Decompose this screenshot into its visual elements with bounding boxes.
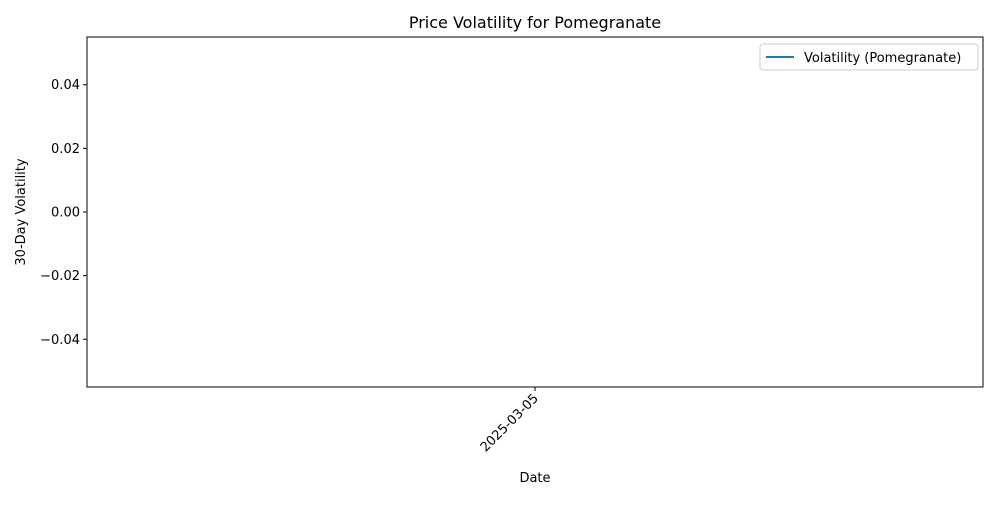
y-tick-label: 0.04 xyxy=(51,78,80,93)
legend-box xyxy=(759,43,979,71)
y-tick-label: 0.02 xyxy=(51,142,80,157)
x-axis-label: Date xyxy=(519,471,550,486)
legend: Volatility (Pomegranate) xyxy=(759,43,979,71)
legend-entry-label: Volatility (Pomegranate) xyxy=(804,51,961,66)
y-tick-label: −0.04 xyxy=(40,333,80,348)
chart-title: Price Volatility for Pomegranate xyxy=(409,13,661,32)
y-tick-label: 0.00 xyxy=(51,206,80,221)
y-axis: 0.04 0.02 0.00 −0.02 −0.04 xyxy=(40,78,87,348)
y-axis-label: 30-Day Volatility xyxy=(14,158,29,265)
y-tick-label: −0.02 xyxy=(40,269,80,284)
